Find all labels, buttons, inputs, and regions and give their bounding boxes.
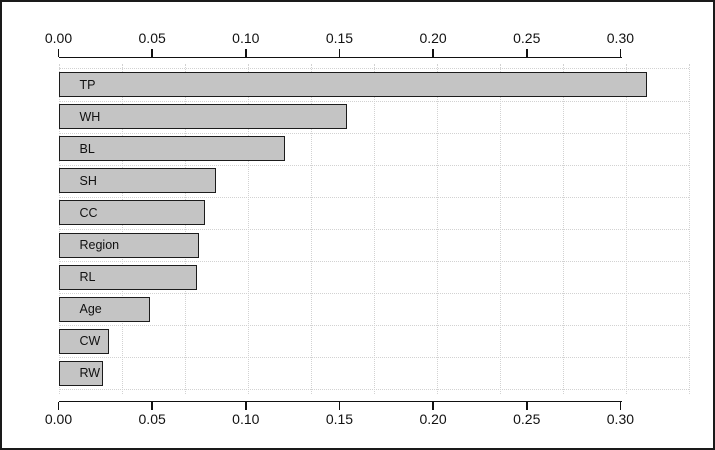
- bar-label-Region: Region: [79, 238, 120, 252]
- x-tick-label-bottom: 0.05: [138, 411, 166, 427]
- x-tick-top: [151, 49, 153, 57]
- x-tick-bottom: [57, 402, 60, 410]
- x-tick-bottom: [338, 402, 341, 410]
- x-tick-label-bottom: 0.10: [232, 411, 260, 427]
- x-tick-bottom: [526, 402, 528, 410]
- bar-RW: [58, 360, 104, 386]
- x-tick-label-top: 0.00: [44, 30, 73, 46]
- x-tick-label-bottom: 0.30: [606, 411, 635, 427]
- x-tick-bottom: [619, 402, 622, 410]
- x-tick-top: [245, 49, 247, 57]
- x-tick-label-top: 0.10: [232, 30, 260, 46]
- bar-CW: [58, 328, 110, 354]
- x-tick-label-bottom: 0.20: [419, 411, 447, 427]
- bar-label-BL: BL: [79, 141, 95, 156]
- x-tick-label-bottom: 0.15: [325, 411, 354, 427]
- bar-label-SH: SH: [79, 173, 97, 188]
- x-tick-label-top: 0.15: [325, 30, 354, 46]
- horizontal-gridline: [58, 164, 689, 166]
- x-tick-top: [619, 49, 622, 57]
- bar-label-TP: TP: [79, 77, 96, 92]
- x-tick-bottom: [151, 402, 153, 410]
- bar-CC: [58, 200, 205, 226]
- horizontal-gridline: [58, 100, 689, 102]
- bar-label-Age: Age: [79, 302, 102, 317]
- bar-Age: [58, 296, 151, 322]
- horizontal-gridline: [58, 68, 689, 70]
- bar-BL: [58, 136, 286, 162]
- horizontal-gridline: [58, 196, 689, 198]
- x-tick-label-bottom: 0.00: [44, 411, 73, 427]
- x-tick-label-top: 0.25: [513, 30, 541, 46]
- x-tick-label-top: 0.05: [138, 30, 166, 46]
- bar-WH: [58, 104, 347, 130]
- x-tick-top: [338, 49, 341, 57]
- x-tick-top: [57, 49, 60, 57]
- bar-Region: [58, 232, 199, 258]
- x-axis-top: [58, 56, 622, 58]
- horizontal-gridline: [58, 325, 689, 327]
- x-tick-label-top: 0.20: [419, 30, 447, 46]
- x-tick-bottom: [245, 402, 247, 410]
- x-tick-label-top: 0.30: [606, 30, 635, 46]
- x-tick-top: [526, 49, 528, 57]
- bar-label-RL: RL: [79, 270, 96, 285]
- x-tick-top: [432, 49, 434, 57]
- bar-label-CW: CW: [79, 334, 101, 349]
- x-axis-bottom: [58, 400, 622, 402]
- bar-label-WH: WH: [79, 109, 101, 124]
- horizontal-gridline: [58, 132, 689, 134]
- horizontal-gridline: [58, 261, 689, 262]
- horizontal-gridline: [58, 357, 689, 359]
- x-tick-label-bottom: 0.25: [513, 411, 541, 427]
- bar-label-CC: CC: [79, 205, 98, 220]
- bar-label-RW: RW: [79, 366, 101, 381]
- bar-RL: [58, 264, 198, 290]
- vertical-gridline: [688, 64, 690, 394]
- horizontal-gridline: [58, 293, 689, 295]
- bar-TP: [58, 72, 647, 97]
- x-tick-bottom: [432, 402, 434, 410]
- horizontal-gridline: [58, 228, 689, 230]
- bar-SH: [58, 168, 216, 194]
- horizontal-gridline: [58, 389, 689, 391]
